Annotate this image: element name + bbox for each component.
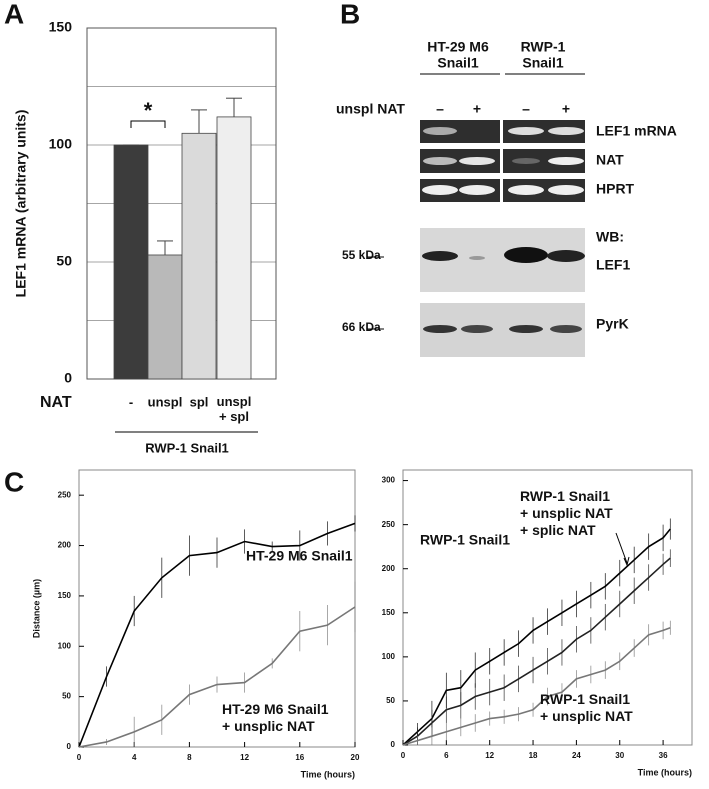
y-tick-label: 100 <box>58 641 72 650</box>
lane-label: + <box>473 101 481 117</box>
x-tick-label: unspl + spl <box>217 394 252 424</box>
x-tick-label: spl <box>190 394 209 409</box>
x-row-label: NAT <box>40 394 72 411</box>
gel-label: PyrK <box>596 316 629 332</box>
x-tick-label: 6 <box>444 751 449 760</box>
row-label: unspl NAT <box>336 101 405 117</box>
y-tick-label: 150 <box>382 608 396 617</box>
significance-label: * <box>144 98 153 123</box>
gel-label: LEF1 mRNA <box>596 123 677 139</box>
y-tick-label: 100 <box>382 652 396 661</box>
y-tick-label: 100 <box>49 136 73 152</box>
x-tick-label: 8 <box>187 753 192 762</box>
arrow <box>615 532 628 564</box>
bar <box>147 254 183 380</box>
y-axis-label: LEF1 mRNA (arbitrary units) <box>13 110 29 298</box>
series-label: RWP-1 Snail1 + unsplic NAT + splic NAT <box>520 488 613 538</box>
series-label: HT-29 M6 Snail1 <box>246 548 353 564</box>
y-tick-label: 50 <box>62 692 71 701</box>
y-tick-label: 50 <box>386 696 395 705</box>
y-tick-label: 250 <box>382 520 396 529</box>
lane-label: + <box>562 101 570 117</box>
bar <box>113 144 149 380</box>
x-tick-label: 36 <box>659 751 668 760</box>
x-tick-label: - <box>129 394 133 409</box>
group-header: Snail1 <box>522 55 563 71</box>
arrow-head <box>623 556 630 567</box>
x-tick-label: 30 <box>615 751 624 760</box>
y-tick-label: 0 <box>391 740 396 749</box>
x-tick-label: 0 <box>401 751 406 760</box>
gel-label: NAT <box>596 152 624 168</box>
series-line <box>402 557 671 746</box>
x-tick-label: 12 <box>485 751 494 760</box>
y-tick-label: 250 <box>58 490 72 499</box>
significance-bracket <box>130 120 166 128</box>
series-line <box>78 606 356 748</box>
pcr-gel <box>420 120 585 202</box>
y-tick-label: 50 <box>56 253 72 269</box>
y-tick-label: 200 <box>382 564 396 573</box>
y-tick-label: 150 <box>58 591 72 600</box>
x-tick-label: 12 <box>240 753 249 762</box>
group-header: HT-29 M6 <box>427 39 489 55</box>
blot-panel: HT-29 M6 Snail1 RWP-1 Snail1 unspl NAT –… <box>336 39 677 357</box>
y-tick-label: 0 <box>64 370 72 386</box>
group-label: RWP-1 Snail1 <box>145 440 229 455</box>
x-axis-label: Time (hours) <box>301 769 355 779</box>
series-line <box>402 627 671 746</box>
group-header: RWP-1 <box>521 39 566 55</box>
bar <box>181 132 217 380</box>
plot-frame <box>402 469 693 746</box>
y-tick-label: 0 <box>67 742 72 751</box>
panel-label: A <box>4 0 24 29</box>
gel-label: LEF1 <box>596 257 630 273</box>
y-tick-label: 300 <box>382 476 396 485</box>
lane-label: – <box>522 101 530 117</box>
series-line <box>402 528 671 746</box>
series-line <box>78 522 356 748</box>
y-tick-label: 150 <box>49 19 73 35</box>
gel-label: HPRT <box>596 181 635 197</box>
x-tick-label: 4 <box>132 753 137 762</box>
x-axis-label: Time (hours) <box>638 767 692 777</box>
x-tick-label: 20 <box>351 753 360 762</box>
x-tick-label: unspl <box>148 394 183 409</box>
y-tick-label: 200 <box>58 541 72 550</box>
y-axis-label: Distance (µm) <box>31 579 41 638</box>
x-tick-label: 18 <box>529 751 538 760</box>
marker-label: 55 kDa <box>342 248 381 262</box>
series-label: RWP-1 Snail1 <box>420 532 510 548</box>
panel-label: C <box>4 466 24 497</box>
western-blot <box>420 228 585 357</box>
marker-label: 66 kDa <box>342 320 381 334</box>
bar <box>216 116 252 380</box>
gel-label: WB: <box>596 229 624 245</box>
x-tick-label: 0 <box>77 753 82 762</box>
series-label: HT-29 M6 Snail1 + unsplic NAT <box>222 701 329 734</box>
series-label: RWP-1 Snail1 + unsplic NAT <box>540 691 633 724</box>
x-tick-label: 24 <box>572 751 581 760</box>
lane-label: – <box>436 101 444 117</box>
group-header: Snail1 <box>437 55 478 71</box>
x-tick-label: 16 <box>295 753 304 762</box>
panel-label: B <box>340 0 360 29</box>
